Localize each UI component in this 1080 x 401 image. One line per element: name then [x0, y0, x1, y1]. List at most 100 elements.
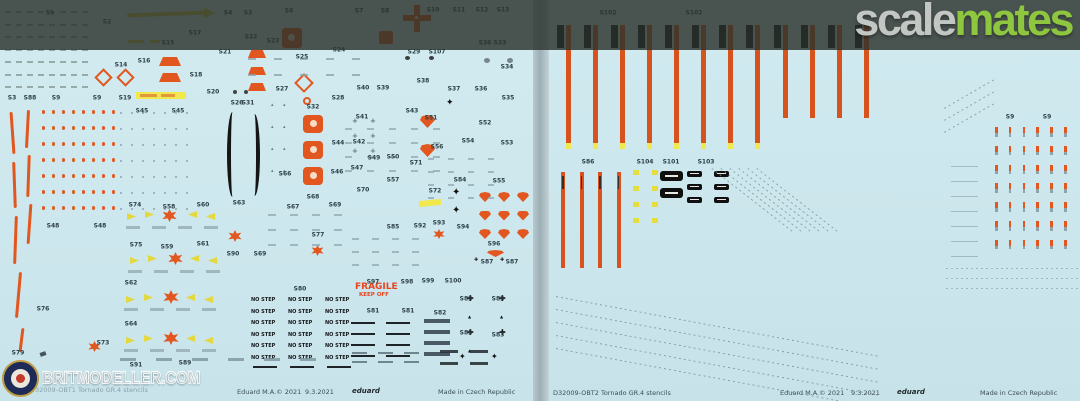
- stencil-mark: [428, 197, 434, 199]
- stencil-mark: [633, 202, 639, 207]
- stencil-mark: [1050, 127, 1053, 133]
- stencil-mark: [38, 73, 44, 76]
- stencil-mark: KEEP OFF: [359, 292, 389, 298]
- stencil-mark: [26, 154, 31, 198]
- stencil-mark: [186, 176, 188, 178]
- orange-stripe: [620, 25, 625, 148]
- stencil-mark: [144, 294, 153, 301]
- stencil-mark: [562, 176, 564, 189]
- stencil-mark: [112, 206, 115, 210]
- stencil-mark: [378, 352, 393, 354]
- stencil-label: S58: [162, 203, 176, 211]
- stencil-mark: [244, 90, 248, 94]
- stencil-mark: [1022, 164, 1026, 171]
- stencil-mark: [352, 58, 360, 60]
- stencil-label: S103: [697, 158, 715, 166]
- stencil-label: S31: [241, 99, 255, 107]
- stencil-mark: [303, 97, 311, 105]
- stencil-mark: [433, 156, 440, 158]
- stencil-mark: NO STEP: [325, 297, 350, 303]
- stencil-mark: [1022, 145, 1026, 152]
- stencil-label: S32: [306, 103, 320, 111]
- stencil-mark: [392, 238, 399, 240]
- stencil-label: S9: [1005, 113, 1015, 121]
- stencil-mark: [652, 202, 658, 207]
- stencil-mark: [42, 126, 45, 130]
- stencil-label: S45: [135, 107, 149, 115]
- stencil-mark: [290, 366, 314, 368]
- stencil-mark: [153, 208, 155, 210]
- stencil-label: S9: [51, 94, 61, 102]
- stencil-mark: [479, 192, 491, 202]
- stencil-mark: ✚: [467, 294, 474, 303]
- stencil-mark: [82, 73, 88, 76]
- stencil-mark: ✦: [459, 352, 466, 361]
- stencil-mark: [164, 128, 166, 130]
- stencil-mark: [248, 74, 256, 76]
- stencil-mark: [290, 229, 298, 231]
- stencil-mark: ▴: [271, 124, 274, 130]
- stencil-mark: [1022, 227, 1026, 231]
- stencil-mark: [327, 366, 351, 368]
- stencil-mark: [372, 251, 379, 253]
- stencil-mark: NO STEP: [251, 297, 276, 303]
- stencil-mark: [1008, 164, 1012, 171]
- stencil-mark: [175, 144, 177, 146]
- stencil-mark: ▴: [271, 102, 274, 108]
- stencil-mark: [294, 73, 314, 93]
- stencil-mark: [470, 362, 488, 365]
- stencil-label: S98: [400, 278, 414, 286]
- stencil-mark: +: [370, 117, 376, 125]
- stencil-mark: [599, 176, 601, 189]
- stencil-mark: [159, 73, 181, 82]
- stencil-mark: [690, 199, 699, 201]
- stencil-mark: [717, 199, 726, 201]
- stencil-mark: [405, 56, 410, 60]
- stencil-mark: NO STEP: [325, 343, 350, 349]
- stencil-mark: [175, 176, 177, 178]
- stencil-mark: [42, 206, 45, 210]
- orange-stripe-short: [864, 25, 869, 118]
- stencil-mark: ✚: [499, 294, 506, 303]
- stencil-mark: [52, 174, 55, 178]
- stencil-mark: [367, 128, 374, 130]
- stencil-mark: ✦: [446, 98, 454, 108]
- stencil-label: S76: [36, 305, 50, 313]
- stencil-mark: [756, 168, 840, 234]
- stencil-mark: [5, 73, 11, 76]
- left-date: 9.3.2021: [305, 388, 334, 396]
- stencil-mark: [1064, 202, 1067, 209]
- stencil-mark: [164, 160, 166, 162]
- stencil-mark: [995, 145, 998, 152]
- stencil-mark: [448, 171, 454, 173]
- stencil-mark: [995, 221, 998, 227]
- stencil-label: S93: [432, 219, 446, 227]
- stencil-label: S88: [23, 94, 37, 102]
- stencil-mark: [951, 181, 978, 183]
- stencil-mark: [116, 68, 135, 87]
- stencil-mark: ✚: [467, 328, 474, 337]
- stencil-mark: [652, 218, 658, 223]
- stencil-mark: [1064, 208, 1067, 212]
- stencil-mark: [690, 186, 699, 188]
- stencil-mark: [1036, 133, 1039, 137]
- stencil-mark: [178, 226, 192, 229]
- stencil-label: S55: [492, 177, 506, 185]
- stencil-mark: [131, 176, 133, 178]
- stencil-label: S64: [124, 320, 138, 328]
- stencil-mark: [72, 110, 75, 114]
- stencil-mark: NO STEP: [325, 308, 350, 315]
- stencil-mark: [82, 61, 88, 63]
- stencil-mark: [1008, 170, 1012, 175]
- stencil-mark: [60, 86, 66, 88]
- stencil-mark: [555, 309, 881, 371]
- stencil-mark: [345, 142, 352, 144]
- stencil-mark: [1064, 189, 1067, 193]
- stencil-mark: [268, 229, 276, 231]
- stencil-label: S84: [453, 176, 467, 184]
- stencil-mark: [175, 208, 177, 210]
- stencil-mark: [479, 229, 491, 239]
- stencil-mark: [1036, 202, 1039, 209]
- stencil-mark: [16, 73, 22, 76]
- stencil-mark: [386, 333, 410, 335]
